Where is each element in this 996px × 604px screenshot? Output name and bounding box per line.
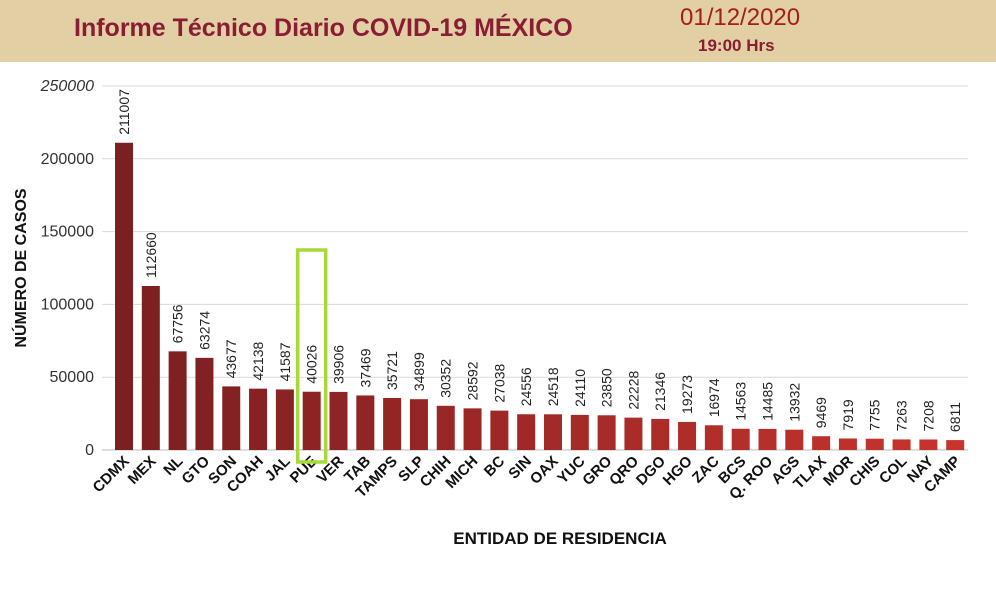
bar bbox=[195, 357, 214, 450]
x-tick-label: HGO bbox=[660, 453, 696, 489]
x-tick-label: VER bbox=[313, 453, 347, 487]
y-axis-ticks: 0 50000 100000 150000 200000 250000 bbox=[40, 78, 94, 459]
value-label: 28592 bbox=[465, 361, 481, 400]
bar bbox=[678, 421, 697, 450]
x-axis-label: ENTIDAD DE RESIDENCIA bbox=[453, 529, 666, 548]
bar bbox=[463, 408, 482, 450]
y-tick-label: 50000 bbox=[50, 369, 95, 386]
value-label: 6811 bbox=[947, 402, 963, 432]
value-label: 30352 bbox=[438, 359, 454, 398]
y-tick-label: 0 bbox=[85, 442, 94, 459]
report-title: Informe Técnico Diario COVID-19 MÉXICO bbox=[74, 14, 573, 42]
bar bbox=[329, 391, 348, 450]
bar bbox=[383, 397, 402, 450]
x-tick-label: ZAC bbox=[689, 453, 723, 487]
value-label: 14485 bbox=[760, 382, 776, 421]
bar bbox=[409, 399, 428, 450]
value-label: 7208 bbox=[920, 400, 936, 431]
bar bbox=[249, 388, 268, 450]
x-tick-label: MEX bbox=[125, 453, 160, 488]
x-tick-label: QRO bbox=[606, 453, 642, 489]
bar bbox=[651, 418, 670, 450]
bars bbox=[115, 142, 965, 450]
y-tick-label: 100000 bbox=[41, 296, 94, 313]
x-tick-label: JAL bbox=[262, 453, 294, 485]
value-label: 7263 bbox=[894, 400, 910, 431]
bar bbox=[490, 410, 509, 450]
report-header: Informe Técnico Diario COVID-19 MÉXICO 0… bbox=[0, 0, 996, 62]
value-label: 22228 bbox=[625, 370, 641, 409]
value-label: 27038 bbox=[491, 363, 507, 402]
value-label: 23850 bbox=[599, 368, 615, 407]
bar bbox=[758, 428, 777, 450]
bar bbox=[356, 395, 375, 450]
x-tick-label: COL bbox=[876, 453, 910, 487]
value-label: 13932 bbox=[786, 383, 802, 422]
value-label: 24556 bbox=[518, 367, 534, 406]
value-label: 34899 bbox=[411, 352, 427, 391]
x-tick-label: CHIS bbox=[846, 453, 883, 490]
bar bbox=[812, 436, 831, 450]
y-tick-label: 250000 bbox=[40, 78, 94, 95]
value-label: 112660 bbox=[143, 232, 159, 278]
value-label: 7755 bbox=[867, 399, 883, 430]
x-tick-label: GTO bbox=[178, 453, 213, 488]
x-tick-label: DGO bbox=[633, 453, 669, 489]
bar bbox=[892, 439, 911, 450]
y-axis-label: NÚMERO DE CASOS bbox=[11, 188, 30, 347]
value-label: 40026 bbox=[304, 345, 320, 384]
x-tick-label: BC bbox=[481, 453, 508, 480]
value-label: 67756 bbox=[170, 304, 186, 343]
bar bbox=[544, 414, 562, 450]
value-label: 63274 bbox=[196, 311, 212, 350]
bar bbox=[115, 142, 133, 450]
highlight-box bbox=[295, 248, 328, 464]
x-tick-label: OAX bbox=[527, 453, 562, 488]
value-label: 21346 bbox=[652, 372, 668, 411]
bar bbox=[731, 428, 750, 450]
value-label: 39906 bbox=[331, 345, 347, 384]
report-date: 01/12/2020 bbox=[680, 4, 801, 31]
bar bbox=[436, 405, 455, 450]
value-label: 7919 bbox=[840, 399, 856, 430]
bar bbox=[275, 389, 294, 450]
value-label: 16974 bbox=[706, 378, 722, 417]
y-tick-label: 150000 bbox=[41, 224, 94, 241]
bar bbox=[168, 351, 187, 450]
y-tick-label: 200000 bbox=[41, 151, 94, 168]
bar bbox=[785, 429, 804, 450]
bar bbox=[838, 438, 857, 450]
bar bbox=[865, 438, 884, 450]
bar bbox=[946, 440, 965, 450]
value-label: 42138 bbox=[250, 342, 266, 381]
value-label: 43677 bbox=[223, 339, 239, 378]
bar bbox=[704, 425, 723, 450]
value-label: 37469 bbox=[357, 348, 373, 387]
bar bbox=[624, 417, 643, 450]
bar bbox=[222, 386, 241, 450]
bar bbox=[302, 391, 321, 450]
bar bbox=[597, 415, 616, 450]
bar bbox=[919, 439, 938, 450]
value-label: 19273 bbox=[679, 375, 695, 414]
bar bbox=[517, 414, 536, 450]
value-label: 41587 bbox=[277, 342, 293, 381]
value-labels: 211007 112660 67756 63274 43677 42138 41587 400… bbox=[116, 89, 963, 432]
value-label: 211007 bbox=[116, 89, 132, 135]
bar bbox=[570, 414, 589, 450]
report-time: 19:00 Hrs bbox=[698, 36, 775, 55]
bar bbox=[141, 285, 160, 450]
value-label: 14563 bbox=[733, 382, 749, 421]
x-tick-label: PUE bbox=[287, 453, 321, 487]
value-label: 24518 bbox=[545, 367, 561, 406]
value-label: 9469 bbox=[813, 397, 829, 428]
value-label: 24110 bbox=[572, 369, 588, 407]
value-label: 35721 bbox=[384, 351, 400, 390]
x-tick-label: GRO bbox=[579, 453, 615, 489]
